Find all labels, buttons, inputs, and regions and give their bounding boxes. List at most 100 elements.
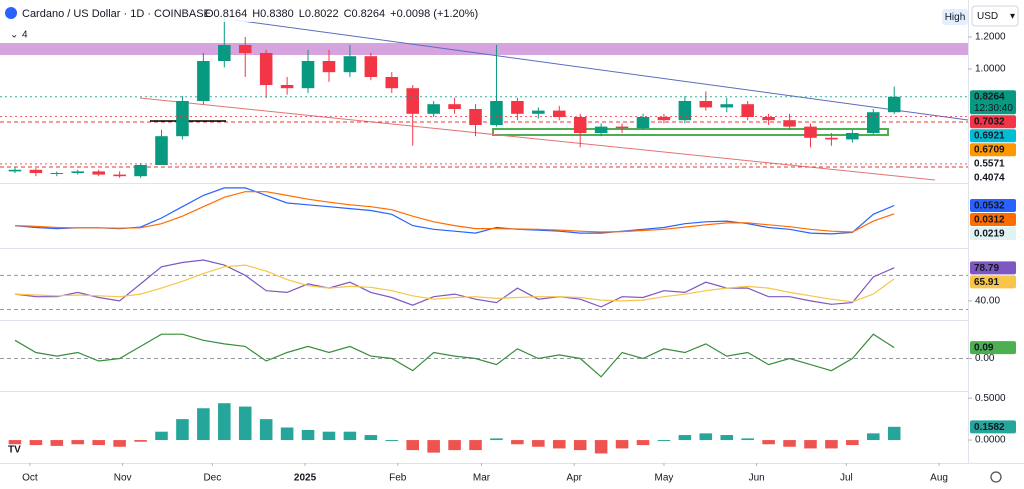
histogram-bar — [259, 419, 273, 441]
candle-body — [197, 61, 210, 101]
y-tick-label: 1.0000 — [975, 64, 1006, 75]
candle-body — [8, 169, 22, 172]
x-tick-label: Jun — [749, 473, 765, 484]
candle-body — [511, 101, 524, 114]
currency-button[interactable] — [971, 5, 1019, 27]
histogram-bar — [238, 406, 252, 441]
candle-body — [699, 101, 713, 108]
candle-body — [50, 173, 64, 174]
indicator-line — [14, 191, 895, 233]
histogram-bar — [636, 440, 650, 446]
candle-body — [322, 61, 336, 73]
price-tag-label: 0.0532 — [974, 200, 1005, 211]
candle-body — [301, 61, 315, 89]
candle-body — [176, 101, 189, 137]
candle-body — [155, 136, 168, 165]
histogram-bar — [301, 430, 315, 441]
x-tick-label: Aug — [930, 473, 948, 484]
candle-body — [406, 88, 419, 114]
price-tag-label: 0.6709 — [974, 145, 1005, 156]
histogram-bar — [8, 440, 22, 445]
price-tag-label: 0.0219 — [974, 228, 1005, 239]
resistance-zone — [0, 43, 968, 55]
histogram-bar — [657, 440, 671, 442]
y-tick-label: 1.2000 — [975, 32, 1006, 43]
settings-icon[interactable] — [990, 471, 1002, 483]
histogram-bar — [427, 440, 440, 453]
histogram-bar — [92, 440, 105, 446]
indicator-line — [14, 333, 895, 378]
price-tag-label: 78.79 — [974, 263, 999, 274]
histogram-bar — [825, 440, 838, 449]
candle-body — [762, 117, 775, 121]
ohlc-value: +0.0098 (+1.20%) — [390, 8, 478, 20]
price-tag — [970, 275, 1016, 289]
candle-body — [636, 117, 650, 129]
candle-body — [720, 104, 734, 108]
histogram-bar — [532, 440, 545, 447]
histogram-bar — [511, 440, 524, 445]
x-tick-label: Dec — [203, 473, 221, 484]
candle-body — [134, 165, 147, 177]
histogram-bar — [594, 440, 608, 454]
candle-body — [385, 77, 399, 89]
histogram-bar — [155, 431, 168, 441]
candle-body — [469, 109, 482, 125]
candle-body — [532, 110, 545, 114]
currency-label[interactable]: USD — [977, 11, 998, 22]
countdown: 12:30:40 — [974, 103, 1013, 114]
candle-body — [804, 126, 817, 138]
candle-body — [71, 171, 85, 173]
candle-body — [825, 137, 838, 140]
price-tag — [970, 213, 1016, 227]
currency-caret[interactable]: ▾ — [1010, 11, 1015, 22]
histogram-bar — [176, 419, 189, 441]
price-tag — [970, 341, 1016, 355]
histogram-bar — [762, 440, 775, 445]
logo: TV — [8, 445, 21, 456]
x-tick-label: Apr — [566, 473, 582, 484]
x-tick-label: 2025 — [294, 473, 317, 484]
histogram-bar — [71, 440, 85, 445]
candle-body — [343, 56, 357, 73]
x-tick-label: Nov — [114, 473, 132, 484]
candle-body — [448, 104, 461, 109]
candle-body — [490, 101, 503, 125]
ohlc-legend: O0.8164 H0.8380 L0.8022 C0.8264 +0.0098 (+1.… — [205, 8, 478, 20]
histogram-bar — [887, 426, 901, 441]
price-tag — [970, 90, 1016, 115]
histogram-bar — [699, 433, 713, 441]
price-tag — [970, 420, 1016, 434]
histogram-bar — [113, 440, 126, 447]
high-button[interactable] — [942, 9, 968, 25]
histogram-bar — [867, 433, 880, 441]
histogram-bar — [134, 440, 147, 442]
candle-body — [552, 110, 566, 117]
candle-body — [887, 96, 901, 113]
candle-body — [573, 117, 587, 133]
candle-body — [594, 126, 608, 133]
high-button-label[interactable]: High — [945, 12, 966, 23]
price-tag-label: 0.7032 — [974, 117, 1005, 128]
histogram-bar — [469, 440, 482, 451]
trend-line — [139, 97, 936, 181]
symbol-title: Cardano / US Dollar · 1D · COINBASE — [22, 8, 211, 20]
candle-body — [238, 45, 252, 53]
price-tag-label: 65.91 — [974, 277, 999, 288]
histogram-bar — [406, 440, 419, 451]
coin-icon — [5, 7, 17, 19]
indicator-count: 4 — [22, 30, 28, 41]
ohlc-value: C0.8264 — [344, 8, 386, 20]
price-tag-label: 0.09 — [974, 343, 994, 354]
candle-body — [364, 56, 378, 77]
y-tick-label: 40.00 — [975, 296, 1000, 307]
support-box — [492, 128, 889, 136]
histogram-bar — [385, 440, 399, 442]
ohlc-value: O0.8164 — [205, 8, 247, 20]
price-tag-label: 0.1582 — [974, 422, 1005, 433]
histogram-bar — [615, 440, 629, 449]
candle-body — [678, 101, 692, 121]
header-backdrop — [0, 4, 460, 22]
candle-body — [657, 117, 671, 121]
